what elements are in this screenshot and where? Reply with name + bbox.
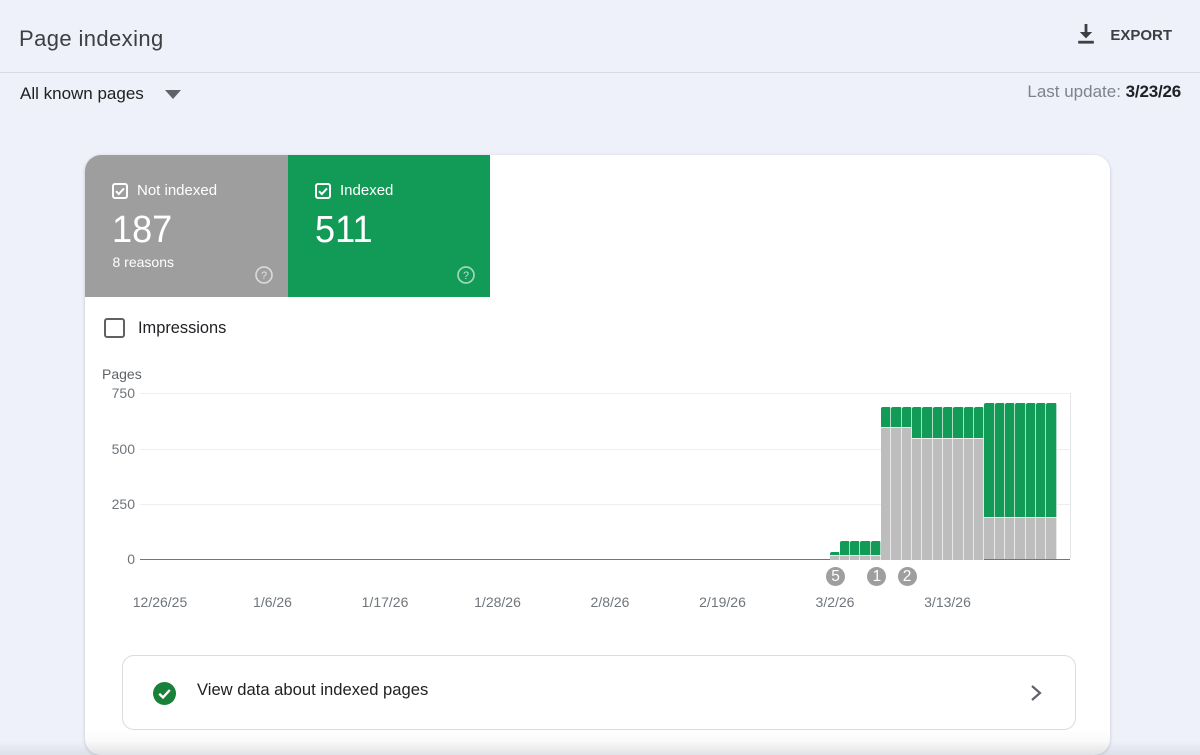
svg-text:?: ?	[463, 270, 469, 282]
svg-text:?: ?	[261, 270, 267, 282]
